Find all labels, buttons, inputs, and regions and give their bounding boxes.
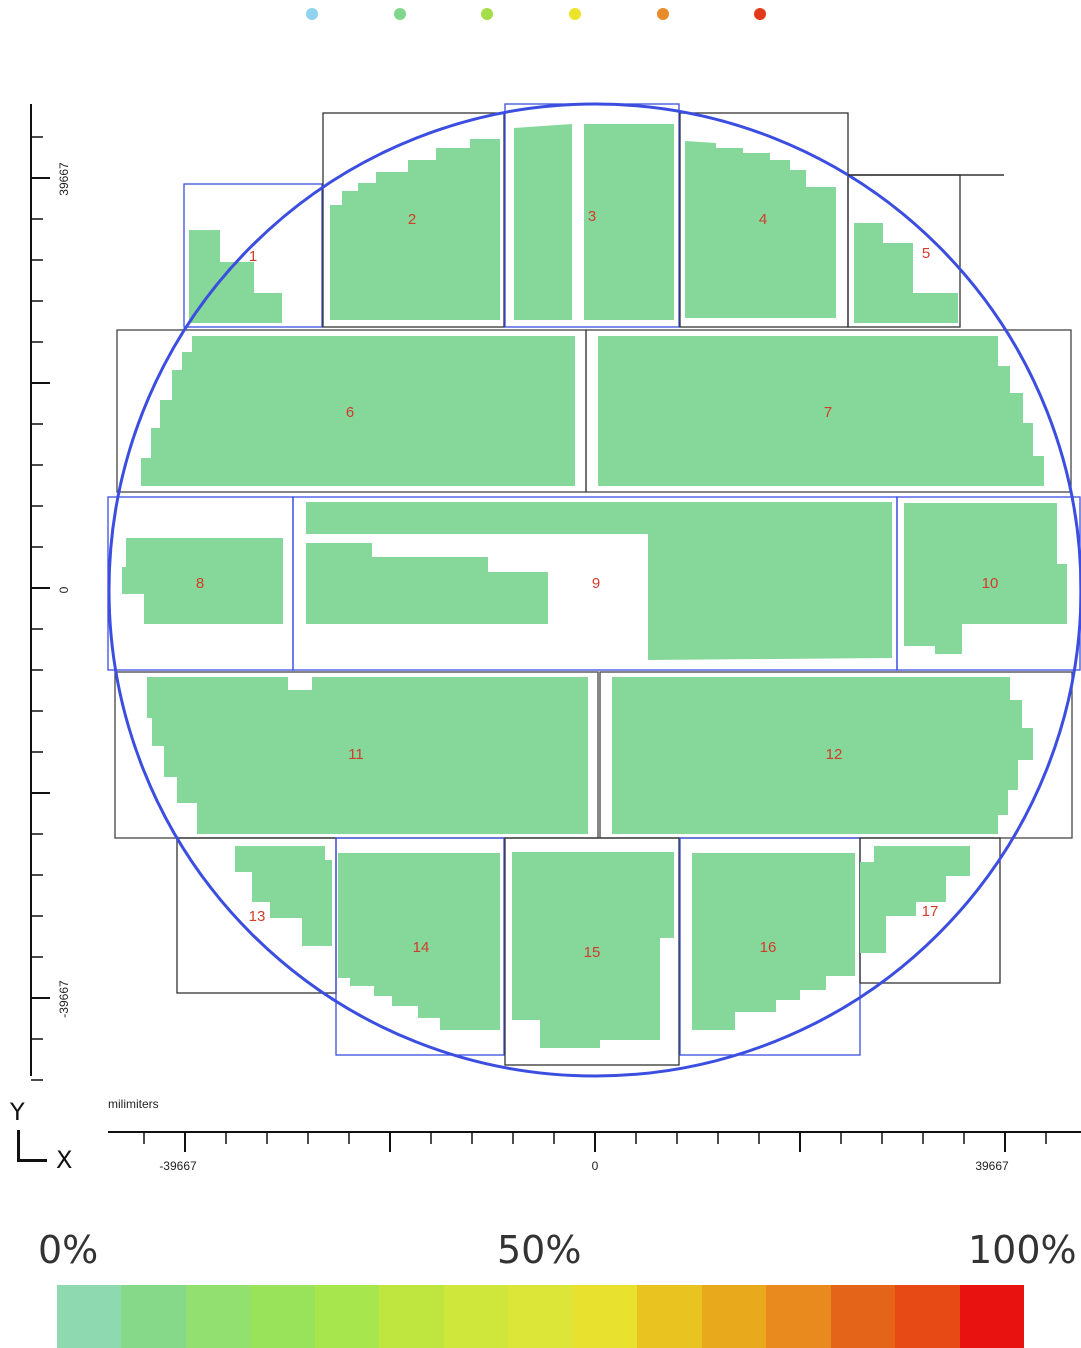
field-number: 3 [588,208,596,225]
legend-swatch [895,1285,960,1348]
field-frame [322,112,505,328]
legend-swatch [314,1285,380,1348]
field-data-region [141,336,575,486]
field-15: 15 [504,837,680,1066]
y-tick-label: -39667 [57,980,71,1018]
field-frame [183,183,323,328]
field-data-region [514,124,572,320]
legend-swatch [766,1285,831,1348]
field-data-region [584,124,674,320]
field-data-region [612,677,1033,834]
field-number: 13 [249,908,266,925]
field-8: 8 [107,496,294,671]
field-number: 16 [760,939,777,956]
field-number: 10 [982,575,999,592]
legend-swatch [57,1285,122,1348]
field-14: 14 [335,837,505,1056]
top-color-dot [754,8,766,20]
legend-swatch [959,1285,1025,1348]
field-number: 12 [826,746,843,763]
field-number: 5 [922,245,930,262]
y-orientation-label: Y [10,1098,25,1126]
legend-swatch [508,1285,573,1348]
field-number: 9 [592,575,600,592]
unit-label: milimiters [108,1097,159,1111]
field-number: 7 [824,404,832,421]
legend-label-min: 0% [38,1228,99,1272]
legend-swatch [572,1285,638,1348]
field-6: 6 [116,329,587,493]
field-number: 1 [249,248,257,265]
legend-swatch [637,1285,702,1348]
field-data-region [122,538,283,624]
field-12: 12 [599,671,1073,839]
field-data-region [685,141,836,318]
legend-label-max: 100% [968,1228,1077,1272]
y-tick-label: 0 [57,586,71,593]
legend-swatch [379,1285,444,1348]
field-17: 17 [859,837,1001,984]
top-color-dot [306,8,318,20]
field-11: 11 [114,671,599,839]
field-number: 15 [584,944,601,961]
field-data-region [860,846,970,953]
field-number: 11 [348,746,364,763]
legend-swatch [185,1285,251,1348]
legend-swatch [830,1285,896,1348]
field-frame [335,837,505,1056]
field-frame [585,329,1072,493]
field-data-region [692,853,855,1030]
top-color-dot [394,8,406,20]
field-2: 2 [322,112,505,328]
field-number: 2 [408,211,416,228]
legend-swatch [701,1285,767,1348]
field-3: 3 [504,103,680,328]
field-1: 1 [183,183,323,328]
y-tick-label: 39667 [57,162,71,196]
legend-swatch [443,1285,509,1348]
field-number: 4 [759,211,767,228]
x-tick-label: 0 [592,1159,599,1173]
field-4: 4 [679,112,849,328]
field-frame [504,837,680,1066]
top-color-dot [481,8,493,20]
x-orientation-label: X [56,1146,73,1174]
field-number: 17 [922,903,939,920]
field-7: 7 [585,329,1072,493]
top-color-dot [657,8,669,20]
field-data-region [235,846,332,946]
legend-swatch [121,1285,186,1348]
field-number: 8 [196,575,204,592]
legend-swatch [250,1285,315,1348]
field-10: 10 [896,496,1081,671]
field-number: 14 [413,939,430,956]
field-data-region [512,852,674,1048]
legend-color-bar [57,1285,1025,1348]
field-data-region [306,543,548,624]
wafer-outline [107,102,1081,1078]
field-data-region [854,223,958,323]
field-9: 9 [292,496,898,671]
field-data-region [306,502,892,660]
x-axis: -39667 0 39667 [108,1131,1081,1173]
x-tick-label: -39667 [159,1159,197,1173]
legend-label-mid: 50% [497,1228,582,1272]
field-data-region [598,336,1044,486]
field-data-region [330,139,500,320]
top-color-dots [306,8,766,20]
field-data-region [338,853,500,1030]
field-13: 13 [176,837,337,994]
field-data-region [189,230,282,323]
axis-orientation-corner [17,1130,47,1162]
top-color-dot [569,8,581,20]
field-16: 16 [679,837,861,1056]
field-number: 6 [346,404,354,421]
y-axis: 39667 0 -39667 [30,104,71,1081]
field-data-region [904,503,1067,654]
x-tick-label: 39667 [975,1159,1009,1173]
field-data-region [147,677,588,834]
